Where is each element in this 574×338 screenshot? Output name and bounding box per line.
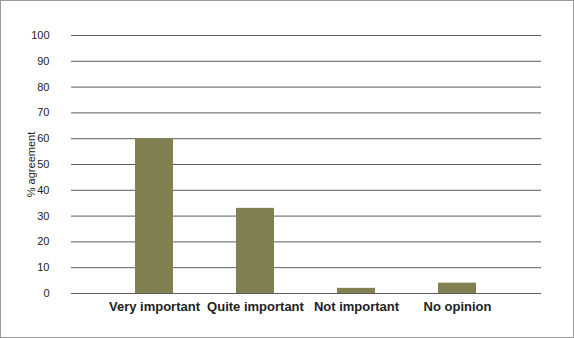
svg-text:% agreement: % agreement: [25, 132, 37, 197]
svg-text:10: 10: [37, 261, 49, 273]
svg-text:30: 30: [37, 210, 49, 222]
svg-text:Quite important: Quite important: [207, 299, 304, 314]
svg-text:20: 20: [37, 235, 49, 247]
svg-text:100: 100: [31, 29, 49, 41]
svg-text:No opinion: No opinion: [424, 299, 492, 314]
svg-text:70: 70: [37, 106, 49, 118]
svg-text:Very important: Very important: [109, 299, 201, 314]
svg-text:0: 0: [43, 287, 49, 299]
svg-text:Not important: Not important: [314, 299, 400, 314]
svg-text:80: 80: [37, 81, 49, 93]
svg-text:40: 40: [37, 184, 49, 196]
svg-text:50: 50: [37, 158, 49, 170]
svg-text:90: 90: [37, 55, 49, 67]
svg-text:60: 60: [37, 132, 49, 144]
